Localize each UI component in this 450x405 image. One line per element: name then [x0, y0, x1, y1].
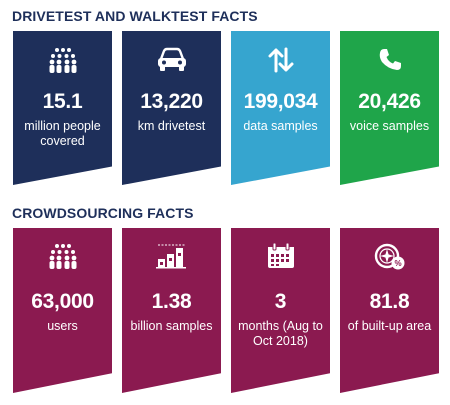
tile-people-covered: 15.1 million people covered: [13, 31, 112, 185]
stat-label: voice samples: [349, 119, 430, 133]
people-group-icon: [13, 243, 112, 269]
stat-label: of built-up area: [347, 319, 432, 333]
stat-label: billion samples: [130, 319, 213, 333]
stat-value: 63,000: [31, 290, 94, 313]
stat-value: 3: [274, 290, 287, 313]
stat-label: data samples: [243, 119, 318, 133]
tile-months: 3 months (Aug to Oct 2018): [231, 228, 330, 393]
stat-label: months (Aug to Oct 2018): [238, 319, 323, 348]
svg-text:%: %: [394, 259, 401, 268]
stat-value: 15.1: [42, 90, 83, 113]
drivetest-section-title: DRIVETEST AND WALKTEST FACTS: [12, 8, 258, 24]
phone-icon: [340, 47, 439, 73]
crowdsourcing-section-title: CROWDSOURCING FACTS: [12, 205, 194, 221]
stat-label: users: [47, 319, 78, 333]
stat-value: 13,220: [140, 90, 203, 113]
tile-users: 63,000 users: [13, 228, 112, 393]
stat-value: 20,426: [358, 90, 421, 113]
tile-billion-samples: 1.38 billion samples: [122, 228, 221, 393]
tile-km-drivetest: 13,220 km drivetest: [122, 31, 221, 185]
up-down-arrows-icon: [231, 47, 330, 73]
tile-voice-samples: 20,426 voice samples: [340, 31, 439, 185]
stat-label: million people covered: [24, 119, 101, 148]
car-icon: [122, 47, 221, 73]
people-group-icon: [13, 47, 112, 73]
stat-value: 1.38: [151, 290, 192, 313]
tile-built-up-area: % 81.8 of built-up area: [340, 228, 439, 393]
tile-data-samples: 199,034 data samples: [231, 31, 330, 185]
stat-label: km drivetest: [137, 119, 206, 133]
stat-value: 199,034: [243, 90, 318, 113]
calendar-icon: [231, 243, 330, 269]
stat-value: 81.8: [369, 290, 410, 313]
compass-percent-icon: %: [340, 243, 439, 270]
bar-chart-icon: [122, 243, 221, 269]
